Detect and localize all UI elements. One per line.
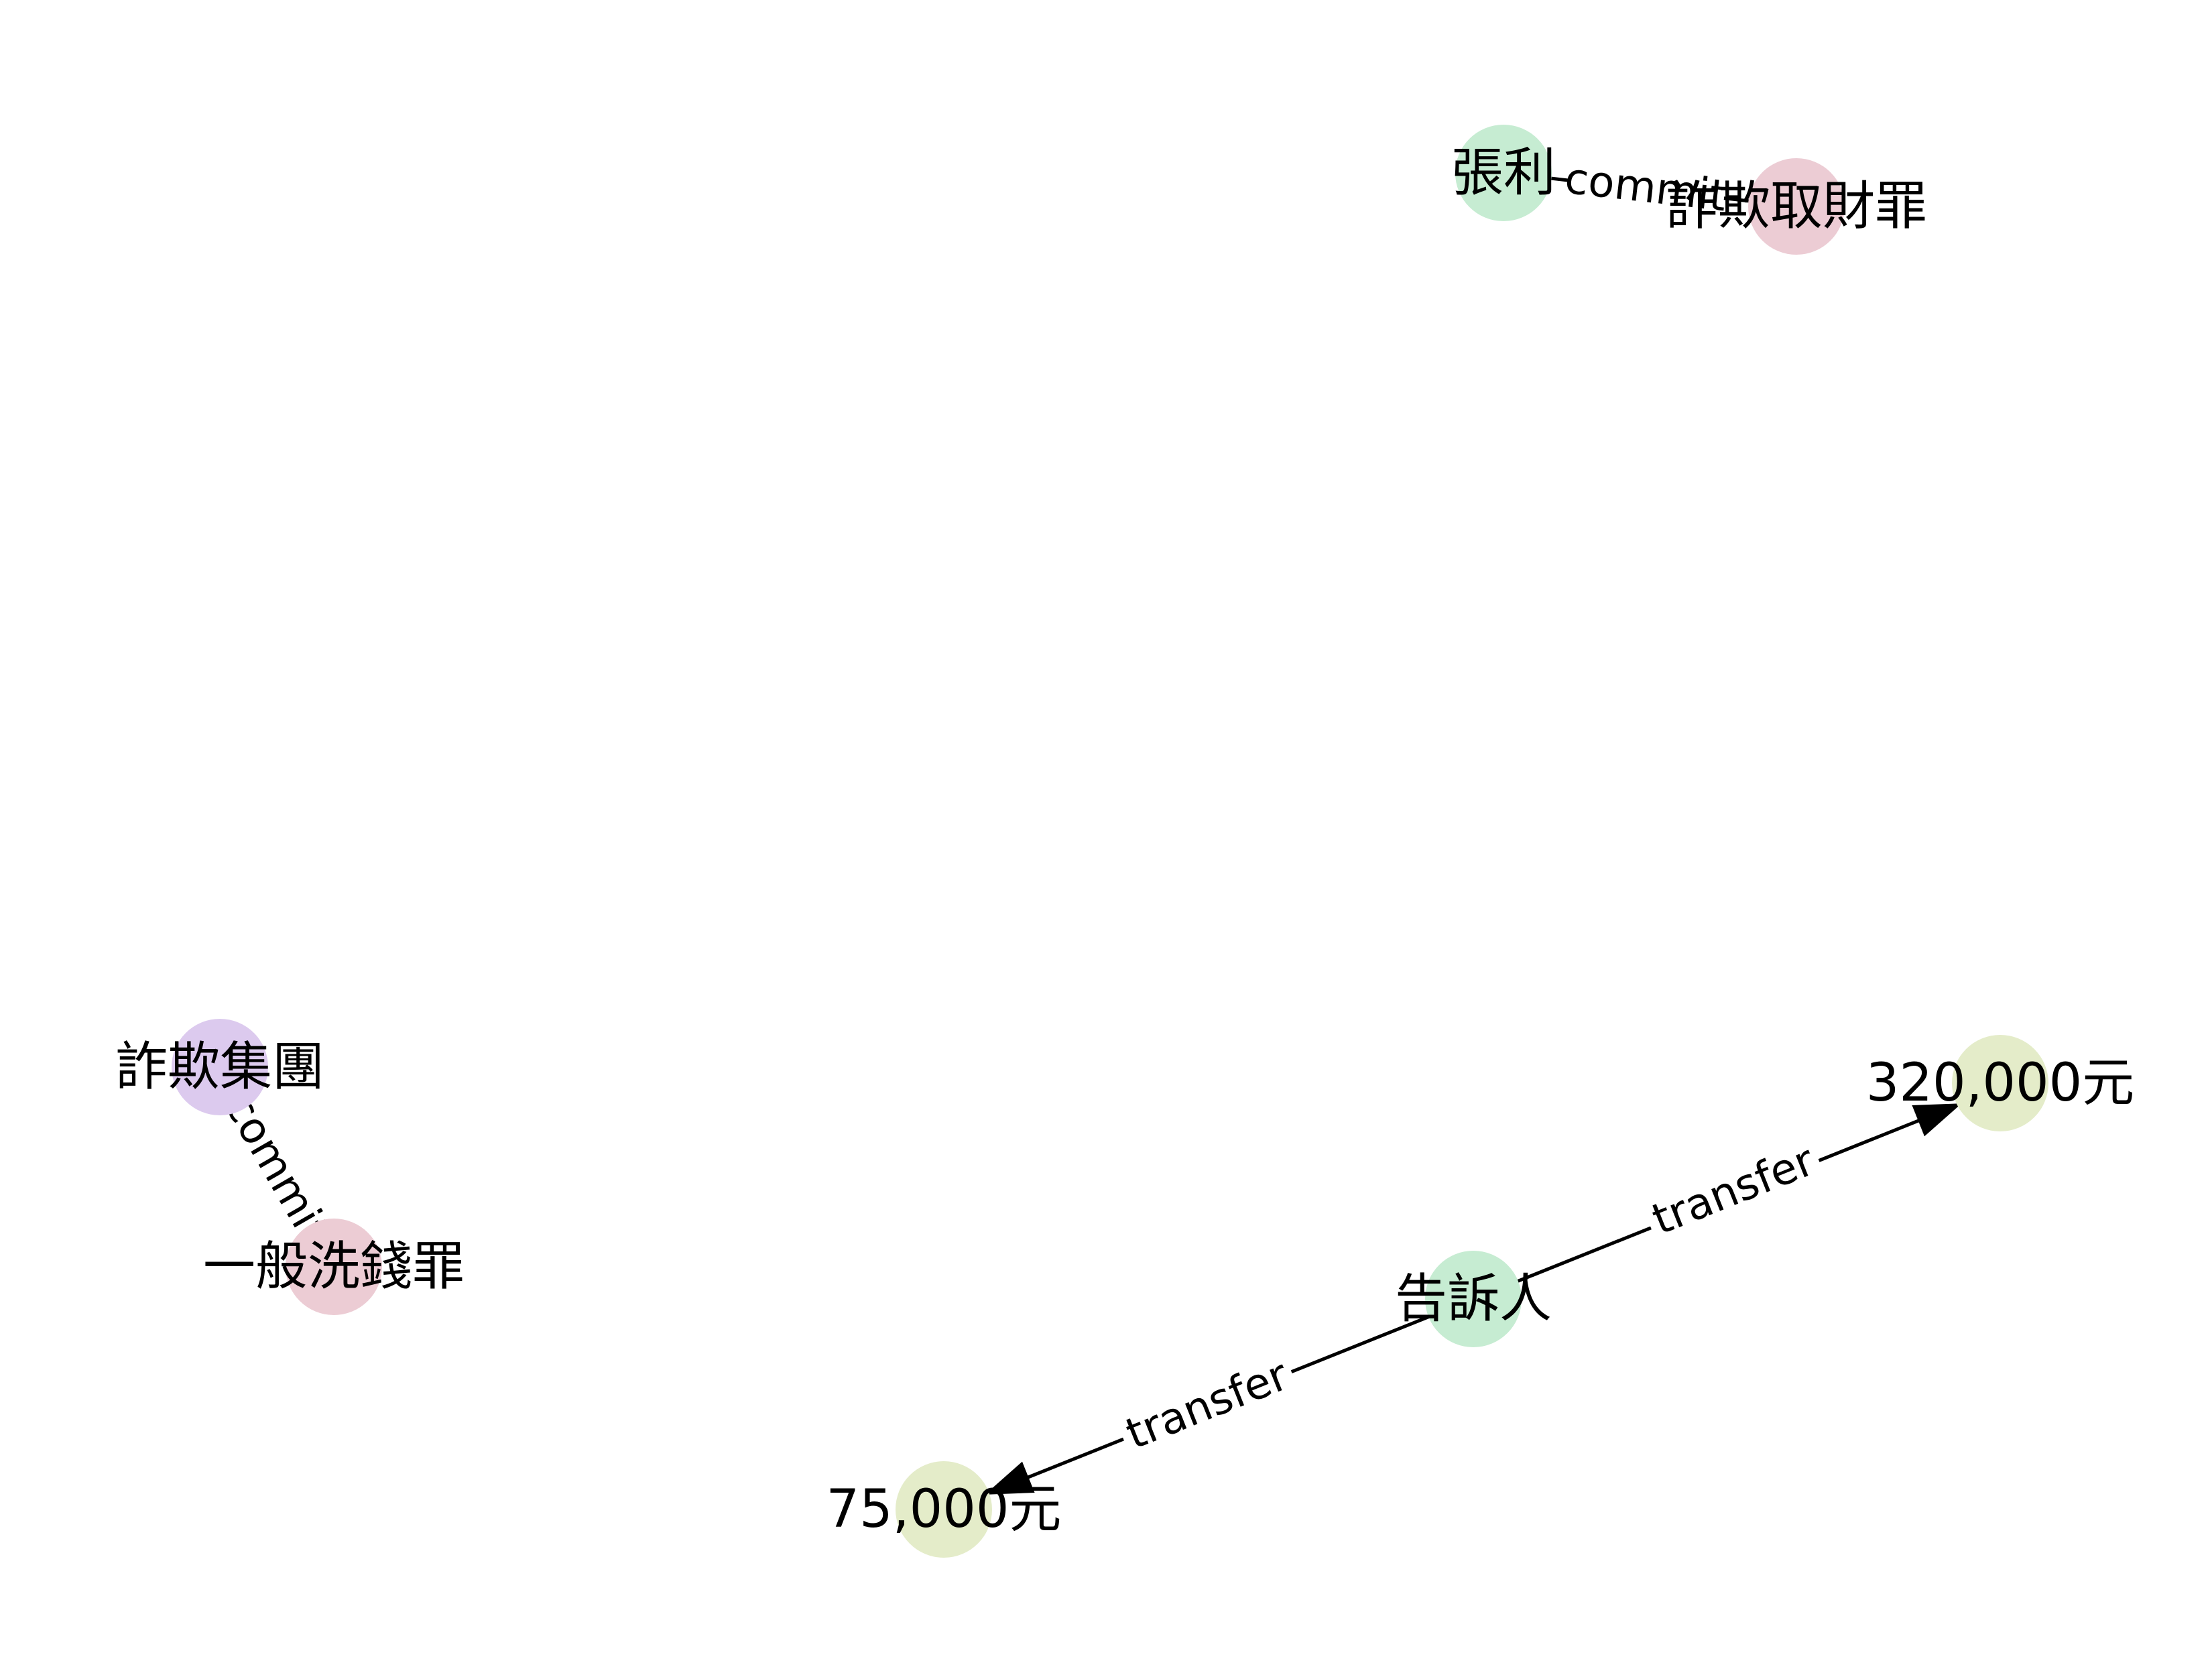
node-label: 75,000元 bbox=[826, 1479, 1062, 1540]
node-circle bbox=[1748, 158, 1845, 255]
node-circle bbox=[286, 1219, 382, 1315]
edge-label-transfer: transfer bbox=[1646, 1135, 1822, 1245]
edge-label-bg bbox=[1639, 1131, 1828, 1249]
edge-label-bg bbox=[214, 1087, 340, 1251]
edges: commit commit transfer transfer bbox=[214, 152, 1962, 1495]
node-circle bbox=[896, 1461, 992, 1558]
node-complainant: 告訴人 bbox=[1395, 1251, 1552, 1347]
edge-label-bg bbox=[1113, 1346, 1302, 1464]
nodes: 張利 詐欺取財罪 詐欺集團 一般洗錢罪 告訴人 320,000元 75,000元 bbox=[115, 125, 2134, 1558]
node-zhangli: 張利 bbox=[1451, 125, 1556, 221]
node-circle bbox=[1455, 125, 1552, 221]
node-fraud-crime: 詐欺取財罪 bbox=[1666, 158, 1927, 255]
node-circle bbox=[172, 1019, 268, 1115]
node-label: 告訴人 bbox=[1395, 1269, 1552, 1329]
node-circle bbox=[1952, 1035, 2048, 1131]
node-money-laundering: 一般洗錢罪 bbox=[203, 1219, 465, 1315]
node-label: 320,000元 bbox=[1866, 1053, 2135, 1113]
node-label: 詐欺集團 bbox=[115, 1037, 324, 1097]
node-label: 詐欺取財罪 bbox=[1666, 176, 1927, 237]
node-label: 張利 bbox=[1451, 143, 1556, 203]
node-amount-320k: 320,000元 bbox=[1866, 1035, 2135, 1131]
edge-zhangli-fraud-crime: commit bbox=[1503, 152, 1797, 224]
node-fraud-group: 詐欺集團 bbox=[115, 1019, 324, 1115]
node-amount-75k: 75,000元 bbox=[826, 1461, 1062, 1558]
node-label: 一般洗錢罪 bbox=[203, 1237, 465, 1297]
node-circle bbox=[1425, 1251, 1522, 1347]
edge-label-transfer: transfer bbox=[1119, 1350, 1296, 1459]
edge-label-bg bbox=[1564, 152, 1727, 224]
